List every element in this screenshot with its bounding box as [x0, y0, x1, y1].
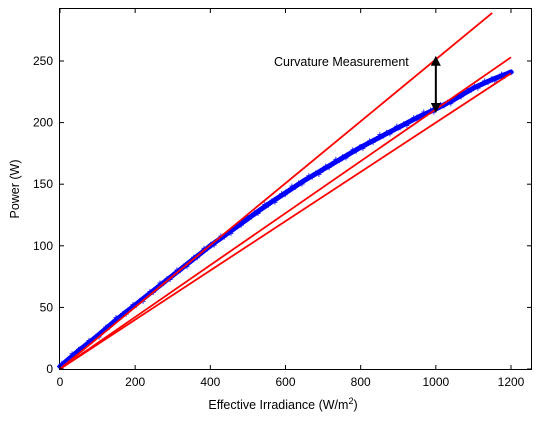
data-point — [320, 166, 327, 173]
fit-curve — [59, 72, 512, 370]
upper-reference-line — [59, 12, 493, 370]
y-tick-label: 150 — [33, 177, 53, 191]
x-axis-label: Effective Irradiance (W/m2) — [208, 396, 357, 412]
x-tick-label: 200 — [125, 375, 145, 389]
data-point — [489, 76, 496, 83]
x-tick-label: 800 — [351, 375, 371, 389]
y-tick-label: 50 — [40, 300, 54, 314]
x-axis-label-suffix: ) — [353, 398, 357, 412]
y-tick-label: 100 — [33, 239, 53, 253]
x-tick-label: 400 — [200, 375, 220, 389]
annotation-layer: Curvature Measurement — [274, 55, 441, 114]
x-tick-label: 0 — [57, 375, 64, 389]
x-axis-label-main: Effective Irradiance (W/m — [208, 398, 348, 412]
annotation-text: Curvature Measurement — [274, 55, 409, 69]
x-tick-label: 1000 — [422, 375, 449, 389]
data-point — [301, 177, 308, 184]
x-tick-label: 600 — [275, 375, 295, 389]
y-tick-label: 0 — [46, 362, 53, 376]
axes-ticks: 0 200 400 600 800 1000 1200 0 50 100 150 200 250 — [33, 8, 532, 389]
x-tick-label: 1200 — [498, 375, 525, 389]
y-tick-label: 250 — [33, 54, 53, 68]
x-axis-label-sup: 2 — [348, 396, 353, 406]
y-axis-label: Power (W) — [8, 159, 22, 218]
y-tick-label: 200 — [33, 116, 53, 130]
